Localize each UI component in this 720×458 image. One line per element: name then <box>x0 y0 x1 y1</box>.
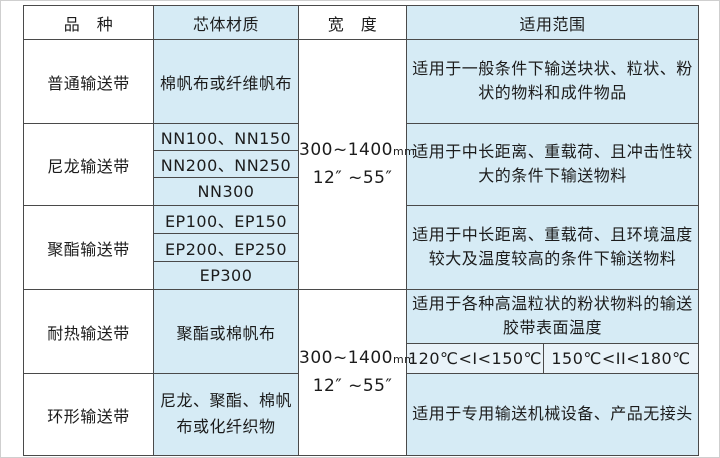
header-width: 宽 度 <box>298 5 407 40</box>
cell-polyester-name: 聚酯输送带 <box>23 205 154 290</box>
header-type: 品 种 <box>23 5 154 40</box>
width-mm-value-1: 300~1400 <box>299 140 393 160</box>
row-polyester-1: 聚酯输送带 EP100、EP150 适用于中长距离、重载荷、且环境温度较大及温度… <box>23 205 700 290</box>
cell-nylon-range: 适用于中长距离、重载荷、且冲击性较大的条件下输送物料 <box>405 123 700 206</box>
cell-polyester-range: 适用于中长距离、重载荷、且环境温度较大及温度较高的条件下输送物料 <box>405 205 700 290</box>
conveyor-belt-spec-table: 品 种 芯体材质 宽 度 适用范围 普通输送带 棉帆布或纤维帆布 300~140… <box>23 5 700 456</box>
cell-endless-name: 环形输送带 <box>23 373 154 456</box>
row-ordinary: 普通输送带 棉帆布或纤维帆布 300~1400mm 12″ ~55″ 适用于一般… <box>23 39 700 290</box>
cell-temp-grade-2: 150℃<II<180℃ <box>542 343 700 374</box>
header-core-material: 芯体材质 <box>153 5 299 40</box>
cell-nylon-core-2: NN200、NN250 <box>153 150 299 178</box>
cell-width-group2: 300~1400mm 12″ ~55″ <box>298 289 415 456</box>
cell-width-group1: 300~1400mm 12″ ~55″ <box>298 39 415 290</box>
row-nylon-3: NN300 <box>24 177 699 206</box>
row-endless: 环形输送带 尼龙、聚酯、棉帆布或化纤织物 适用于专用输送机械设备、产品无接头 <box>23 373 700 456</box>
cell-ordinary-name: 普通输送带 <box>23 39 154 124</box>
cell-nylon-name: 尼龙输送带 <box>23 123 154 206</box>
width-mm-line-1: 300~1400mm <box>299 137 415 165</box>
row-nylon-1: 尼龙输送带 NN100、NN150 适用于中长距离、重载荷、且冲击性较大的条件下… <box>23 123 700 206</box>
cell-heat-range: 适用于各种高温粒状的粉状物料的输送胶带表面温度 <box>405 289 700 344</box>
cell-polyester-core-1: EP100、EP150 <box>153 205 299 234</box>
cell-heat-core: 聚酯或棉帆布 <box>153 289 299 374</box>
width-mm-line-2: 300~1400mm <box>299 345 415 373</box>
cell-nylon-core-3: NN300 <box>153 177 299 206</box>
cell-endless-range: 适用于专用输送机械设备、产品无接头 <box>405 373 700 456</box>
cell-endless-core: 尼龙、聚酯、棉帆布或化纤织物 <box>153 373 299 456</box>
width-mm-value-2: 300~1400 <box>299 348 393 368</box>
cell-polyester-core-3: EP300 <box>153 261 299 290</box>
cell-ordinary-core: 棉帆布或纤维帆布 <box>153 39 299 124</box>
cell-heat-name: 耐热输送带 <box>23 289 154 374</box>
width-mm-unit-1: mm <box>392 145 416 158</box>
header-applicable-range: 适用范围 <box>405 5 700 40</box>
row-heat-resistant: 耐热输送带 聚酯或棉帆布 300~1400mm 12″ ~55″ 适用于各种高温… <box>23 289 700 456</box>
row-heat-temp-grades: 120℃<I<150℃ 150℃<II<180℃ <box>24 343 700 374</box>
cell-polyester-core-2: EP200、EP250 <box>153 233 299 262</box>
width-inch-line-1: 12″ ~55″ <box>312 168 393 188</box>
cell-temp-grade-1: 120℃<I<150℃ <box>406 343 544 374</box>
header-row: 品 种 芯体材质 宽 度 适用范围 <box>23 5 700 40</box>
width-inch-line-2: 12″ ~55″ <box>312 376 393 396</box>
cell-ordinary-range: 适用于一般条件下输送块状、粒状、粉状的物料和成件物品 <box>405 39 700 124</box>
row-nylon-2: NN200、NN250 <box>24 150 699 178</box>
row-polyester-3: EP300 <box>24 261 699 290</box>
cell-nylon-core-1: NN100、NN150 <box>153 123 299 151</box>
row-polyester-2: EP200、EP250 <box>24 233 699 262</box>
